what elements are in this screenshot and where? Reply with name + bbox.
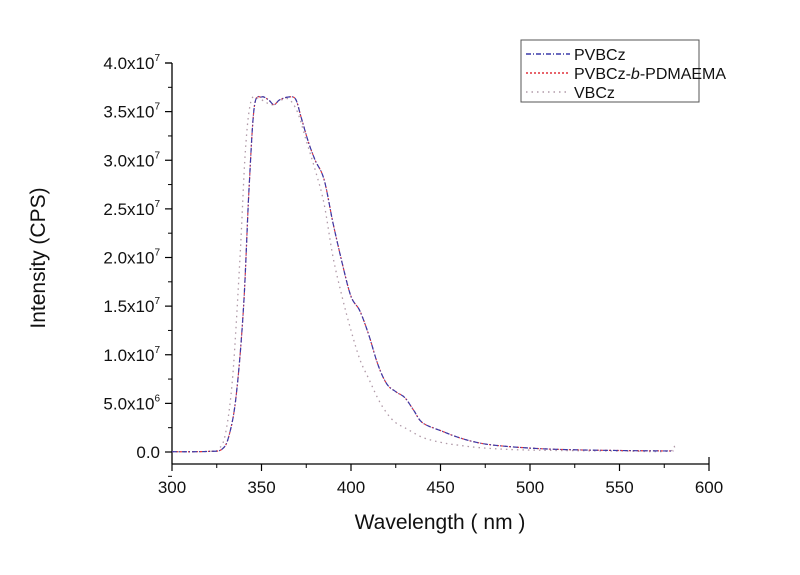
x-tick-label: 550 bbox=[605, 478, 633, 497]
x-tick-label: 450 bbox=[426, 478, 454, 497]
y-tick-label: 1.5x107 bbox=[103, 296, 160, 316]
legend-label-pvbcz: PVBCz bbox=[574, 47, 626, 64]
y-tick-label: 0.0 bbox=[136, 443, 160, 462]
legend-label-pvbcz-b-pdmaema: PVBCz-b-PDMAEMA bbox=[574, 66, 726, 83]
x-tick-label: 600 bbox=[695, 478, 723, 497]
series-layer bbox=[171, 95, 676, 453]
y-tick-label: 2.0x107 bbox=[103, 248, 160, 268]
x-tick-label: 300 bbox=[158, 478, 186, 497]
x-axis-title: Wavelength ( nm ) bbox=[355, 511, 526, 534]
legend-label-vbcz: VBCz bbox=[574, 85, 615, 102]
x-tick-label: 500 bbox=[516, 478, 544, 497]
plot-frame bbox=[165, 62, 710, 465]
x-axis: 300 350 400 450 500 550 600 bbox=[158, 464, 723, 497]
series-line-pvbcz bbox=[171, 95, 674, 453]
legend-box bbox=[520, 39, 700, 103]
y-tick-label: 1.0x107 bbox=[103, 345, 160, 365]
x-tick-label: 350 bbox=[247, 478, 275, 497]
y-axis-title: Intensity (CPS) bbox=[27, 187, 50, 328]
y-tick-label: 3.0x107 bbox=[103, 150, 160, 170]
y-tick-label: 5.0x106 bbox=[103, 393, 160, 413]
y-tick-label: 4.0x107 bbox=[103, 53, 160, 73]
series-line-vbcz bbox=[171, 96, 676, 453]
y-tick-label: 2.5x107 bbox=[103, 199, 160, 219]
y-tick-label: 3.5x107 bbox=[103, 102, 160, 122]
legend: PVBCz PVBCz-b-PDMAEMA VBCz bbox=[520, 39, 726, 103]
y-axis: 0.0 5.0x106 1.0x107 1.5x107 2.0x107 2.5x107 3.… bbox=[103, 53, 172, 477]
series-line-pvbcz-b-pdmaema bbox=[171, 95, 674, 453]
x-tick-label: 400 bbox=[337, 478, 365, 497]
